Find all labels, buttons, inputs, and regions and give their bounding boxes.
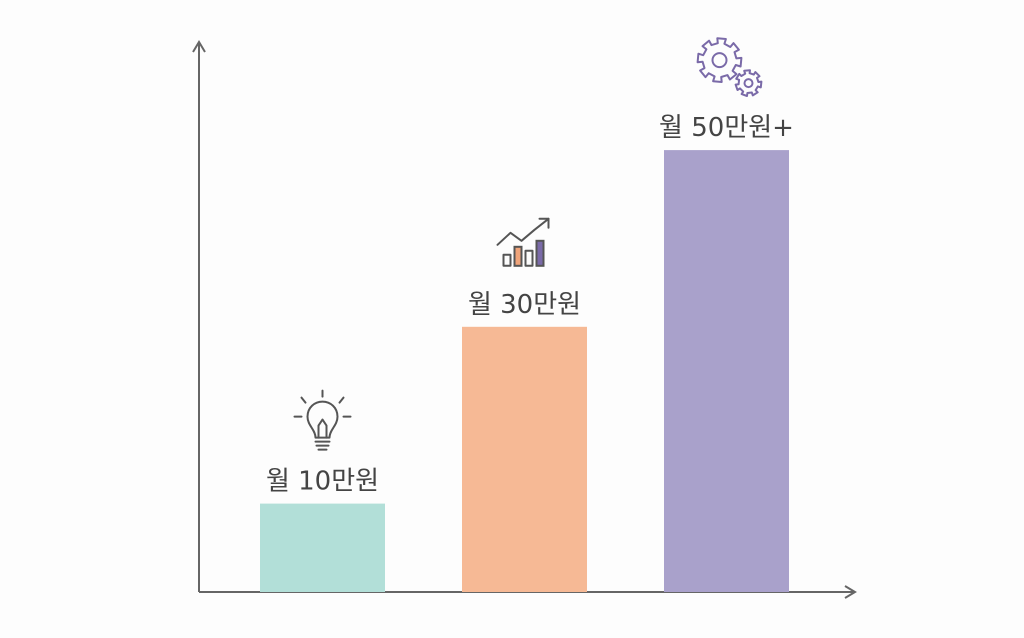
bar-labels-group: 월 10만원 월 30만원 월 50만원+ <box>266 113 794 497</box>
bars-group <box>260 150 789 592</box>
gears-icon <box>696 37 763 97</box>
bar-icons-group <box>293 37 763 451</box>
x-axis-arrow <box>844 585 857 599</box>
lightbulb-icon <box>293 389 352 451</box>
growth-chart-icon <box>496 217 550 267</box>
bar-label-3: 월 50만원+ <box>659 113 794 143</box>
y-axis-arrow <box>192 40 206 53</box>
bar-3 <box>664 150 789 592</box>
bar-2 <box>462 326 587 592</box>
bar-label-1: 월 10만원 <box>266 467 379 497</box>
bar-label-2: 월 30만원 <box>468 290 581 320</box>
bar-1 <box>260 503 385 592</box>
